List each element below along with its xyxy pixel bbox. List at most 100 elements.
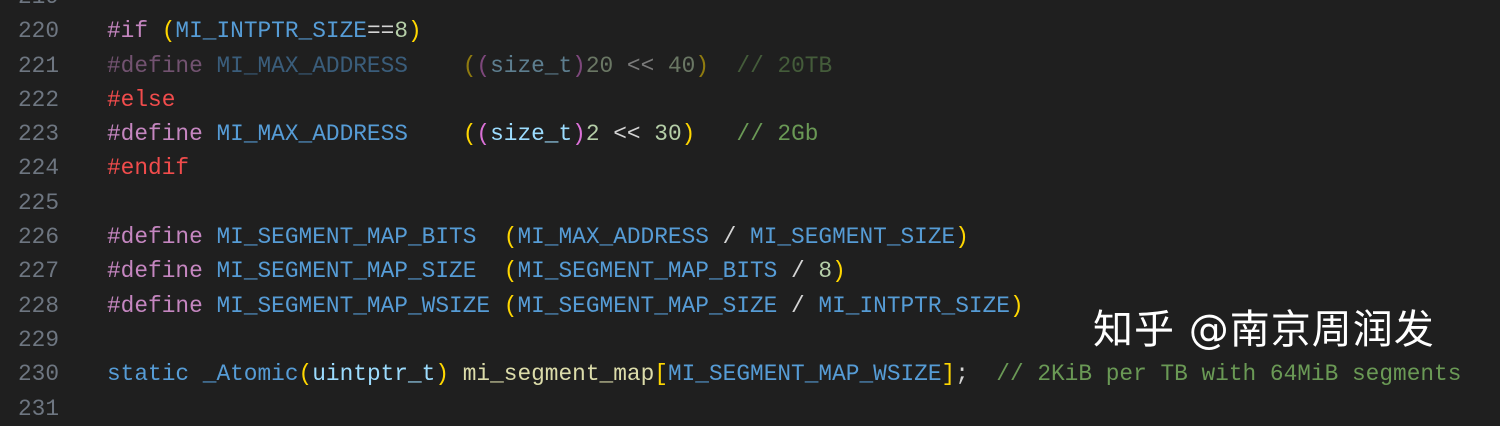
code-token: 2	[585, 121, 600, 148]
line-number: 221	[18, 52, 60, 79]
line-number: 224	[18, 155, 60, 182]
code-token: (	[476, 52, 491, 79]
line-code: static _Atomic(uintptr_t) mi_segment_map…	[107, 357, 1461, 391]
line-code: #define MI_SEGMENT_MAP_SIZE (MI_SEGMENT_…	[107, 254, 846, 288]
code-token: [	[654, 361, 668, 388]
code-token: (	[462, 121, 477, 148]
code-token: MI_SEGMENT_MAP_SIZE	[517, 292, 778, 319]
code-token: MI_SEGMENT_MAP_WSIZE	[667, 361, 942, 388]
code-line[interactable]: 221 #define MI_MAX_ADDRESS ((size_t)20 <<…	[0, 49, 1500, 83]
code-token: /	[708, 224, 751, 251]
code-token: (	[503, 258, 518, 285]
code-token: (	[476, 121, 491, 148]
code-token: )	[832, 258, 846, 285]
code-token: #define	[107, 224, 217, 251]
code-token: MI_INTPTR_SIZE	[175, 18, 367, 45]
code-line[interactable]: 225	[0, 186, 1500, 220]
code-token: ;	[955, 361, 997, 388]
code-line[interactable]: 224 #endif	[0, 151, 1500, 185]
code-token: ]	[941, 361, 956, 388]
line-number: 228	[18, 292, 60, 319]
code-token: #define	[107, 121, 217, 148]
line-code: #endif	[107, 151, 189, 185]
code-line[interactable]: 220 #if (MI_INTPTR_SIZE==8)	[0, 14, 1500, 48]
code-token: (	[298, 361, 313, 388]
code-token: MI_MAX_ADDRESS	[216, 52, 463, 79]
code-token: (	[503, 224, 518, 251]
code-token: 8	[394, 18, 409, 45]
code-token: )	[955, 224, 969, 251]
code-token: /	[777, 258, 819, 285]
code-token: #define	[107, 292, 217, 319]
code-token: size_t	[490, 121, 573, 148]
line-code: #else	[107, 83, 175, 117]
code-line[interactable]: 226 #define MI_SEGMENT_MAP_BITS (MI_MAX_A…	[0, 220, 1500, 254]
line-code: #if (MI_INTPTR_SIZE==8)	[107, 14, 422, 48]
code-token: mi_segment_map	[462, 361, 655, 388]
code-token: #if	[107, 18, 162, 45]
line-number: 222	[18, 86, 60, 113]
code-token: #endif	[107, 155, 190, 182]
code-token: // 20TB	[736, 52, 833, 79]
code-token: <<	[599, 121, 655, 148]
code-token: )	[695, 52, 710, 79]
code-token: )	[572, 52, 586, 79]
code-token: MI_MAX_ADDRESS	[517, 224, 709, 251]
code-line[interactable]: 229	[0, 323, 1500, 357]
code-token	[709, 53, 736, 79]
code-token: (	[462, 52, 477, 79]
watermark: 知乎 @南京周润发	[1093, 307, 1435, 353]
code-token: ==	[366, 18, 395, 45]
code-line[interactable]: 228 #define MI_SEGMENT_MAP_WSIZE (MI_SEGM…	[0, 289, 1500, 323]
code-token: )	[1009, 292, 1024, 319]
code-token: MI_SEGMENT_MAP_BITS	[216, 224, 504, 251]
code-token: )	[435, 361, 450, 388]
code-token: #define	[107, 52, 217, 79]
code-token: size_t	[490, 52, 573, 79]
code-token: // 2KiB per TB with 64MiB segments	[996, 361, 1462, 388]
code-token: #define	[107, 258, 217, 285]
code-token: #else	[107, 86, 176, 113]
code-token: 20	[585, 52, 614, 79]
code-token: MI_SEGMENT_SIZE	[750, 224, 956, 251]
line-code: #define MI_MAX_ADDRESS ((size_t)20 << 40…	[107, 49, 832, 83]
code-line[interactable]: 223 #define MI_MAX_ADDRESS ((size_t)2 << …	[0, 117, 1500, 151]
line-code: #define MI_MAX_ADDRESS ((size_t)2 << 30)…	[107, 117, 818, 151]
code-token: MI_MAX_ADDRESS	[216, 121, 463, 148]
line-number: 223	[18, 121, 60, 148]
code-token: )	[408, 18, 422, 45]
line-number: 229	[18, 326, 60, 353]
code-token	[449, 361, 463, 387]
code-token: )	[572, 121, 586, 148]
line-number: 225	[18, 189, 60, 216]
code-token: (	[503, 292, 518, 319]
code-token: MI_SEGMENT_MAP_WSIZE	[216, 292, 504, 319]
code-token: static	[107, 361, 203, 388]
code-token: MI_INTPTR_SIZE	[818, 292, 1010, 319]
code-token: 40	[667, 52, 696, 79]
code-token: MI_SEGMENT_MAP_BITS	[517, 258, 778, 285]
line-number: 220	[18, 18, 60, 45]
code-line[interactable]: 219	[0, 0, 1500, 14]
code-token: // 2Gb	[736, 121, 819, 148]
code-token: MI_SEGMENT_MAP_SIZE	[216, 258, 504, 285]
code-token: (	[161, 18, 176, 45]
line-code: #define MI_SEGMENT_MAP_WSIZE (MI_SEGMENT…	[107, 289, 1024, 323]
code-line[interactable]: 222 #else	[0, 83, 1500, 117]
code-token: 8	[818, 258, 833, 285]
line-number: 226	[18, 224, 60, 251]
code-line[interactable]: 227 #define MI_SEGMENT_MAP_SIZE (MI_SEGME…	[0, 254, 1500, 288]
code-token: /	[777, 292, 819, 319]
line-number: 219	[18, 0, 78, 14]
code-token: <<	[613, 52, 668, 79]
code-token: uintptr_t	[312, 361, 436, 388]
line-number: 230	[18, 361, 60, 388]
line-number: 227	[18, 258, 60, 285]
code-token: 30	[654, 121, 682, 148]
code-line[interactable]: 230 static _Atomic(uintptr_t) mi_segment_…	[0, 357, 1500, 391]
code-token: )	[681, 121, 696, 148]
code-token: _Atomic	[202, 361, 299, 388]
line-code: #define MI_SEGMENT_MAP_BITS (MI_MAX_ADDR…	[107, 220, 969, 254]
code-token	[695, 121, 736, 147]
